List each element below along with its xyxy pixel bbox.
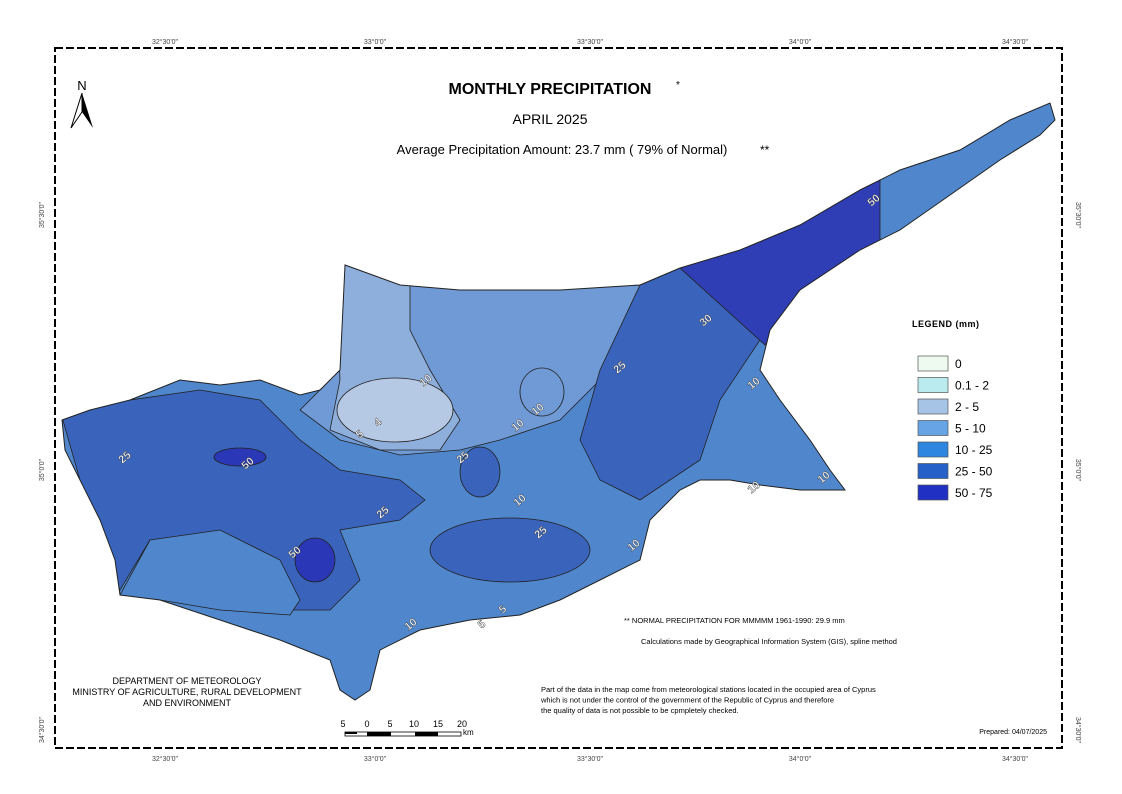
subtitle: APRIL 2025	[513, 111, 588, 127]
legend-swatch	[917, 355, 949, 372]
north-arrow-right	[82, 93, 93, 128]
top-tick-label: 34°30'0"	[1002, 38, 1029, 46]
north-arrow-left	[70, 92, 83, 129]
scale-bar-frame	[344, 731, 462, 737]
disclaimer-line: Part of the data in the map come from me…	[541, 685, 876, 694]
region-25-50-small	[459, 446, 501, 498]
title: MONTHLY PRECIPITATION	[449, 81, 652, 98]
department-line: MINISTRY OF AGRICULTURE, RURAL DEVELOPME…	[72, 687, 302, 697]
note-normal: ** NORMAL PRECIPITATION FOR MMMMM 1961-1…	[624, 616, 845, 625]
disclaimer: Part of the data in the map come from me…	[540, 685, 876, 715]
note-method: Calculations made by Geographical Inform…	[641, 637, 897, 646]
north-label: N	[77, 78, 86, 93]
bottom-tick-label: 34°30'0"	[1002, 755, 1029, 763]
legend-swatch	[917, 377, 949, 393]
legend-label: 5 - 10	[955, 422, 986, 436]
region-25-50-south	[429, 517, 591, 583]
scale-bar-seg	[345, 732, 357, 734]
department-line: AND ENVIRONMENT	[143, 698, 232, 708]
prepared: Prepared: 04/07/2025	[979, 729, 1047, 736]
top-tick-label: 32°30'0"	[152, 38, 179, 46]
region-2-5-core	[336, 377, 454, 443]
top-tick-label: 33°0'0"	[364, 38, 387, 46]
legend-label: 2 - 5	[955, 400, 979, 414]
scale-bar-seg	[415, 732, 438, 736]
legend-label: 50 - 75	[955, 486, 993, 500]
scale-unit: km	[463, 728, 474, 737]
left-tick-label: 35°0'0"	[38, 458, 46, 481]
scale-label: 10	[409, 719, 419, 729]
top-tick-label: 34°0'0"	[789, 38, 812, 46]
left-tick-label: 35°30'0"	[38, 201, 46, 228]
scale-label: 5	[387, 719, 392, 729]
legend-swatch	[917, 441, 949, 458]
legend-label: 0	[955, 357, 962, 371]
top-tick-label: 33°30'0"	[577, 38, 604, 46]
contour-label: 5	[476, 618, 488, 631]
scale-label: 0	[364, 719, 369, 729]
legend-swatch	[917, 398, 949, 415]
title-mark: *	[676, 80, 680, 91]
scale-bar: 5 0 5 10 15 20	[340, 719, 467, 737]
bottom-tick-label: 32°30'0"	[152, 755, 179, 763]
right-tick-label: 35°0'0"	[1074, 459, 1082, 482]
region-50-75-b	[294, 537, 336, 583]
region-50-75-a	[213, 447, 267, 467]
disclaimer-line: the quality of data is not possible to b…	[541, 706, 739, 715]
legend-label: 25 - 50	[955, 465, 993, 479]
legend-title: LEGEND (mm)	[912, 319, 980, 329]
legend-label: 10 - 25	[955, 443, 993, 457]
region-5-10-small	[519, 367, 565, 417]
scale-label: 5	[340, 719, 345, 729]
scale-label: 20	[457, 719, 467, 729]
left-tick-label: 34°30'0"	[38, 716, 46, 743]
legend-swatch	[917, 484, 949, 501]
average: Average Precipitation Amount: 23.7 mm ( …	[397, 142, 728, 157]
legend-swatch	[917, 420, 949, 436]
bottom-tick-label: 33°30'0"	[577, 755, 604, 763]
bottom-tick-label: 34°0'0"	[789, 755, 812, 763]
graticule-labels: 32°30'0" 33°0'0" 33°30'0" 34°0'0" 34°30'0" 32…	[38, 38, 1082, 763]
map-frame	[54, 47, 1063, 749]
department-line: DEPARTMENT OF METEOROLOGY	[112, 676, 261, 686]
legend-label: 0.1 - 2	[955, 379, 989, 393]
legend-swatch	[917, 463, 949, 479]
bottom-tick-label: 33°0'0"	[364, 755, 387, 763]
scale-label: 15	[433, 719, 443, 729]
average-mark: **	[760, 143, 770, 157]
legend: 0 0.1 - 2 2 - 5 5 - 10 10 - 25 25 - 50 50 - 75	[917, 355, 993, 501]
disclaimer-line: which is not under the control of the go…	[540, 696, 834, 705]
scale-bar-seg	[367, 732, 391, 736]
right-tick-label: 35°30'0"	[1074, 202, 1082, 229]
right-tick-label: 34°30'0"	[1074, 717, 1082, 744]
